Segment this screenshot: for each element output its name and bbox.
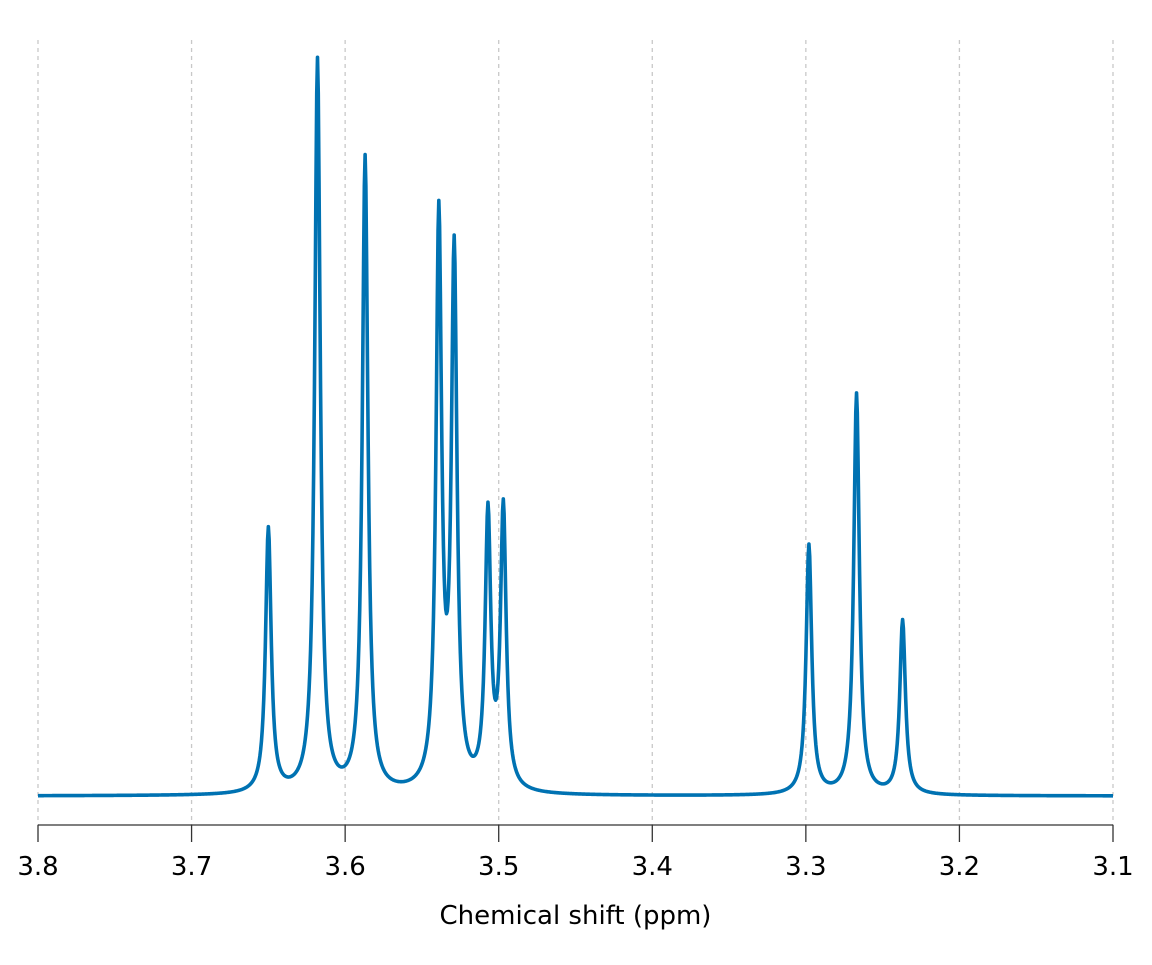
- x-tick-label: 3.1: [1092, 852, 1133, 882]
- x-tick-label: 3.6: [324, 852, 365, 882]
- x-ticks: 3.8 3.7 3.6 3.5 3.4 3.3 3.2 3.1: [17, 825, 1134, 882]
- x-tick-label: 3.7: [171, 852, 212, 882]
- series-layer: [36, 55, 1115, 798]
- x-tick-label: 3.8: [17, 852, 58, 882]
- x-tick-label: 3.5: [478, 852, 519, 882]
- grid-layer: [37, 40, 1114, 825]
- spectrum-line: [36, 55, 1115, 798]
- x-tick-label: 3.4: [632, 852, 673, 882]
- x-axis-title: Chemical shift (ppm): [440, 901, 712, 931]
- x-tick-label: 3.3: [785, 852, 826, 882]
- x-tick-label: 3.2: [939, 852, 980, 882]
